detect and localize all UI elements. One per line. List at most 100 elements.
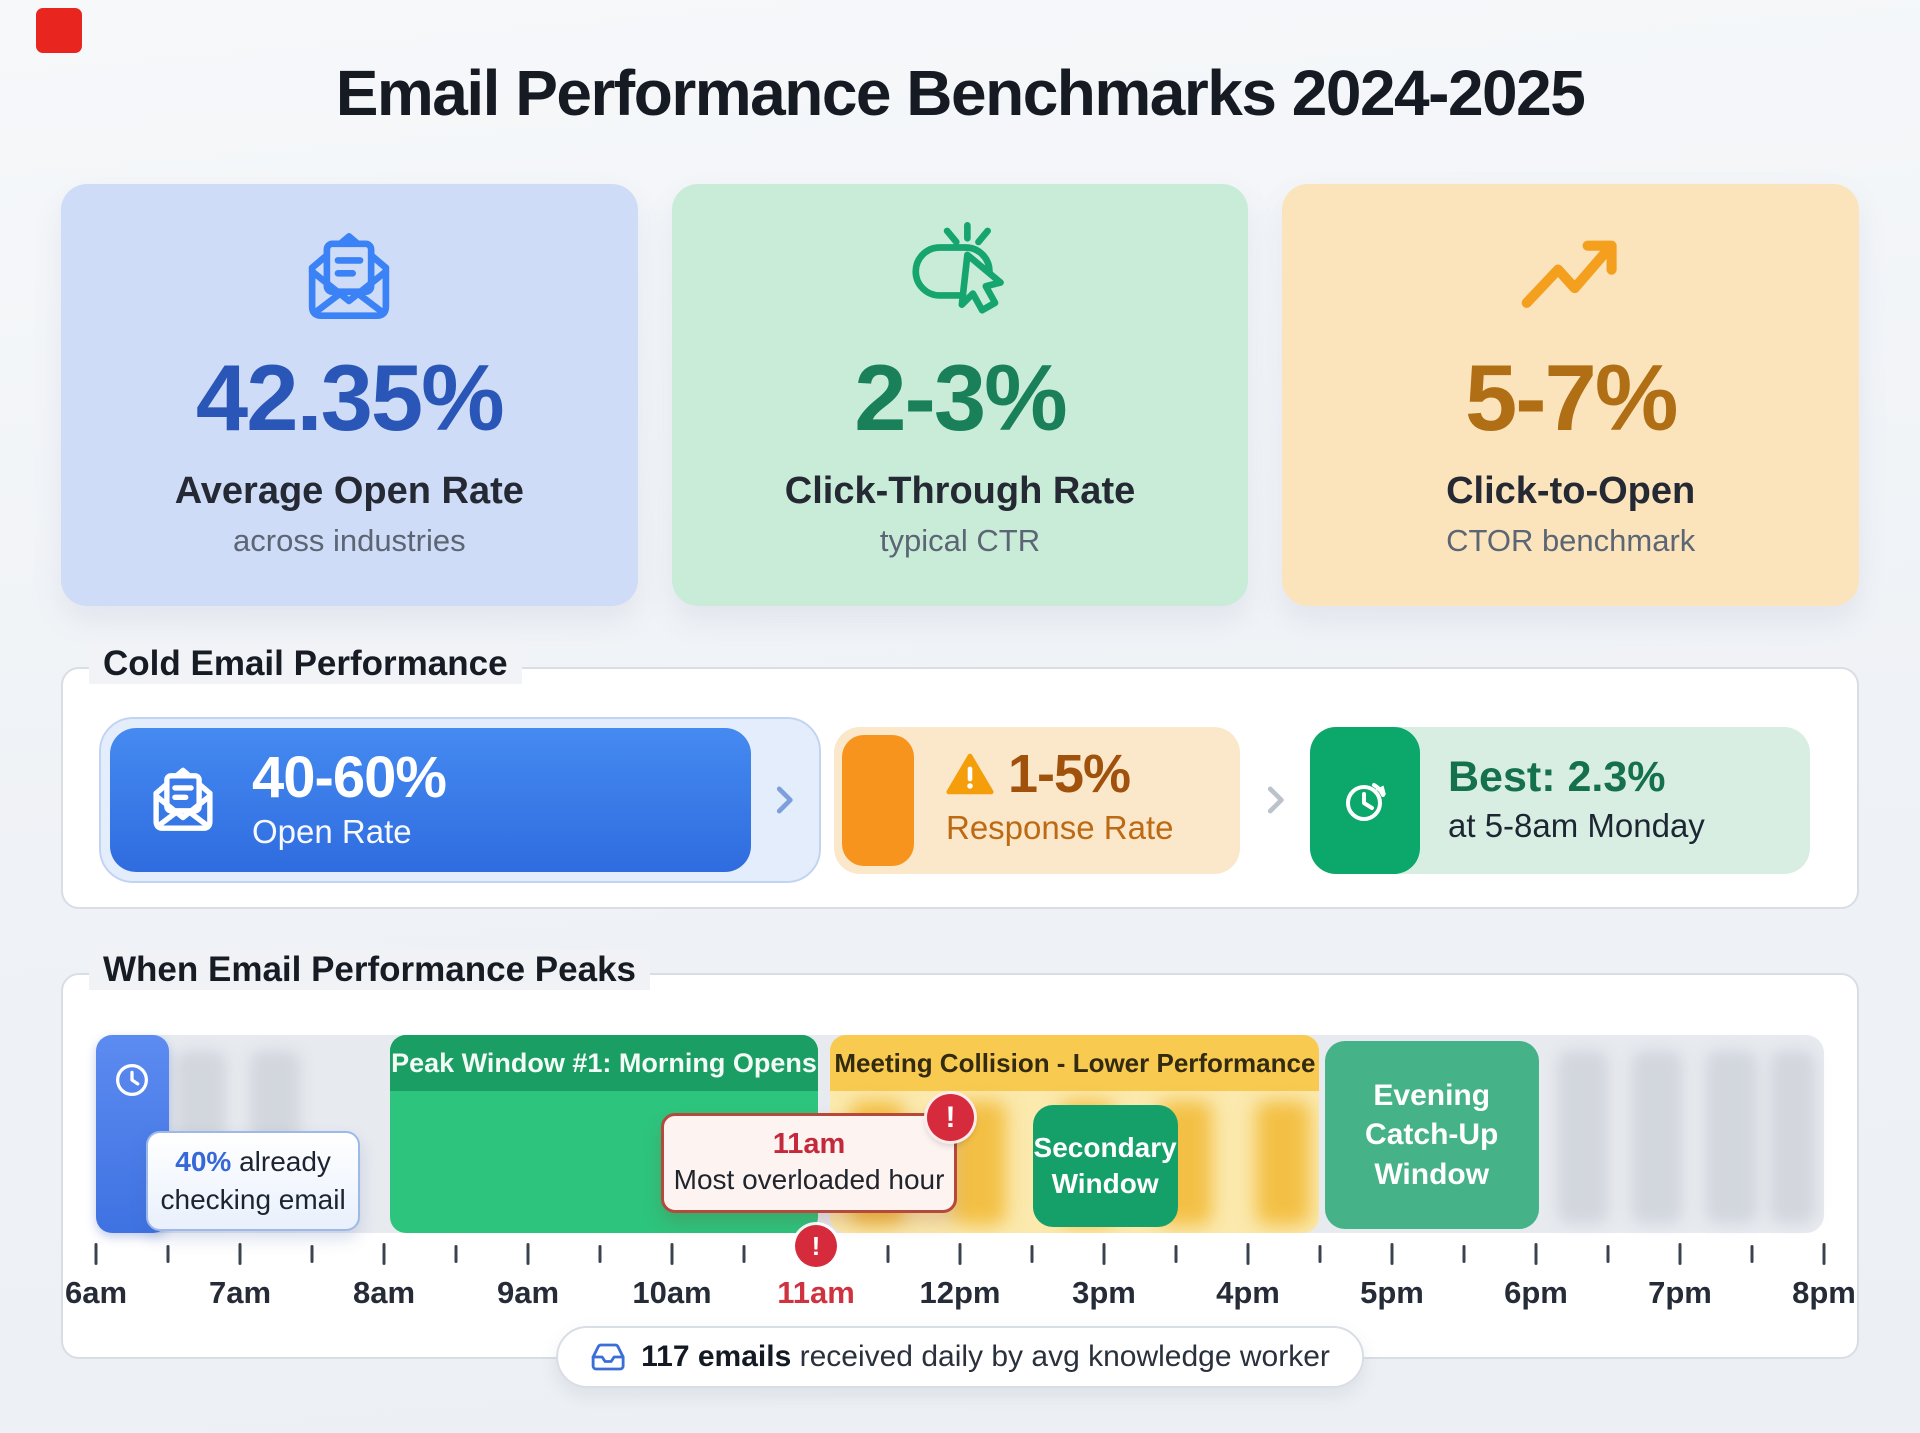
stat-cards-row: 42.35% Average Open Rate across industri… xyxy=(61,184,1860,606)
timeline-labels: 6am 7am 8am 9am 10am 11am 12pm 3pm 4pm 5pm 6pm 7pm 8… xyxy=(65,1275,1856,1315)
axis-label: 8pm xyxy=(1792,1275,1856,1310)
alert-badge-icon: ! xyxy=(795,1225,837,1267)
axis-label: 12pm xyxy=(919,1275,1001,1310)
stat-value: 5-7% xyxy=(1464,345,1678,450)
stat-card-ctr: 2-3% Click-Through Rate typical CTR xyxy=(671,184,1249,606)
daily-emails-value: 117 emails xyxy=(641,1340,792,1373)
open-rate-pill: 40-60% Open Rate xyxy=(110,728,751,872)
overload-text: Most overloaded hour xyxy=(673,1164,945,1195)
daily-emails-note: 117 emails received daily by avg knowled… xyxy=(556,1326,1364,1388)
axis-label: 8am xyxy=(352,1275,416,1310)
checking-email-callout: 40% already checking email xyxy=(146,1131,361,1231)
tick-mark xyxy=(742,1245,746,1263)
tick-mark xyxy=(958,1243,962,1265)
stat-label: Click-to-Open xyxy=(1446,469,1696,512)
tick-mark xyxy=(1390,1243,1394,1265)
overload-time: 11am xyxy=(772,1128,846,1160)
axis-label: 7am xyxy=(208,1275,272,1310)
trend-up-icon xyxy=(1511,218,1631,336)
orange-cap-bar xyxy=(842,734,914,866)
best-time-step: Best: 2.3% at 5-8am Monday xyxy=(1310,726,1810,874)
open-rate-text: 40-60% Open Rate xyxy=(252,745,447,851)
stat-value: 42.35% xyxy=(195,345,505,450)
tick-mark xyxy=(670,1243,674,1265)
stat-sublabel: across industries xyxy=(233,522,466,558)
activity-bar xyxy=(1557,1051,1608,1223)
tick-mark xyxy=(310,1245,314,1263)
stat-card-open-rate: 42.35% Average Open Rate across industri… xyxy=(61,184,638,606)
axis-label: 11am xyxy=(777,1275,855,1310)
peaks-section: When Email Performance Peaks Peak Window… xyxy=(61,950,1859,1388)
response-rate-label: Response Rate xyxy=(946,808,1174,846)
axis-label: 6am xyxy=(64,1275,128,1310)
tick-mark xyxy=(1174,1245,1178,1263)
activity-bar xyxy=(1632,1051,1683,1223)
open-rate-value: 40-60% xyxy=(252,745,447,810)
tick-mark xyxy=(238,1243,242,1265)
tick-mark xyxy=(1318,1245,1322,1263)
tick-mark xyxy=(1822,1243,1826,1265)
tick-mark xyxy=(382,1243,386,1265)
tick-mark xyxy=(1678,1243,1682,1265)
tick-mark xyxy=(886,1245,890,1263)
tick-mark xyxy=(1606,1245,1610,1263)
section-title-peaks: When Email Performance Peaks xyxy=(89,950,650,990)
tick-mark xyxy=(526,1243,530,1265)
inbox-icon xyxy=(590,1339,626,1375)
tick-mark xyxy=(1102,1243,1106,1265)
axis-label: 5pm xyxy=(1360,1275,1424,1310)
response-rate-value: 1-5% xyxy=(1008,743,1131,804)
section-title-cold-email: Cold Email Performance xyxy=(89,644,522,684)
daily-emails-text: received daily by avg knowledge worker xyxy=(799,1340,1330,1373)
open-rate-step: 40-60% Open Rate xyxy=(99,717,821,883)
activity-bar xyxy=(1706,1051,1757,1223)
timeline-track: Peak Window #1: Morning Opens Meeting Co… xyxy=(96,1035,1824,1233)
axis-label: 10am xyxy=(632,1275,712,1310)
secondary-window: Secondary Window xyxy=(1032,1105,1178,1227)
stat-label: Click-Through Rate xyxy=(784,469,1136,512)
cold-email-flow: 40-60% Open Rate xyxy=(99,717,1810,883)
overload-callout: 11am Most overloaded hour ! xyxy=(661,1094,975,1213)
click-cursor-icon xyxy=(900,218,1020,336)
tick-mark xyxy=(1750,1245,1754,1263)
tick-mark xyxy=(166,1245,170,1263)
stat-value: 2-3% xyxy=(854,345,1067,450)
tick-mark xyxy=(598,1245,602,1263)
best-time-text: Best: 2.3% at 5-8am Monday xyxy=(1448,755,1705,844)
cold-email-section: Cold Email Performance xyxy=(61,644,1859,909)
tick-mark xyxy=(1462,1245,1466,1263)
open-rate-label: Open Rate xyxy=(252,813,412,850)
page-title: Email Performance Benchmarks 2024-2025 xyxy=(335,57,1586,129)
warning-triangle-icon xyxy=(946,751,994,796)
open-email-icon xyxy=(289,218,409,336)
stat-card-ctor: 5-7% Click-to-Open CTOR benchmark xyxy=(1282,184,1860,606)
tick-mark xyxy=(1534,1243,1538,1265)
axis-label: 9am xyxy=(496,1275,560,1310)
alert-badge-icon: ! xyxy=(927,1094,975,1141)
axis-label: 7pm xyxy=(1648,1275,1712,1310)
open-email-icon xyxy=(140,757,226,843)
activity-bar xyxy=(1770,1051,1816,1223)
response-rate-step: 1-5% Response Rate xyxy=(834,726,1240,874)
checking-email-value: 40% xyxy=(175,1146,232,1177)
tick-mark xyxy=(94,1243,98,1265)
stat-label: Average Open Rate xyxy=(174,469,524,512)
best-time-label: at 5-8am Monday xyxy=(1448,806,1705,844)
stat-sublabel: CTOR benchmark xyxy=(1446,522,1696,558)
evening-window: Evening Catch-Up Window xyxy=(1324,1041,1539,1229)
axis-label: 6pm xyxy=(1504,1275,1568,1310)
tick-mark xyxy=(454,1245,458,1263)
checking-email-text: already checking email xyxy=(160,1146,346,1215)
response-rate-text: 1-5% Response Rate xyxy=(946,747,1173,847)
axis-label: 3pm xyxy=(1072,1275,1136,1310)
best-time-value: Best: 2.3% xyxy=(1448,753,1666,802)
meeting-collision-label: Meeting Collision - Lower Performance xyxy=(830,1035,1320,1091)
red-corner-marker xyxy=(36,8,82,53)
chevron-right-icon xyxy=(1256,781,1294,819)
axis-label: 4pm xyxy=(1216,1275,1280,1310)
peak-window-1-label: Peak Window #1: Morning Opens xyxy=(389,1035,819,1091)
clock-rotate-icon xyxy=(1310,726,1420,874)
stat-sublabel: typical CTR xyxy=(879,522,1041,558)
tick-mark xyxy=(1030,1245,1034,1263)
